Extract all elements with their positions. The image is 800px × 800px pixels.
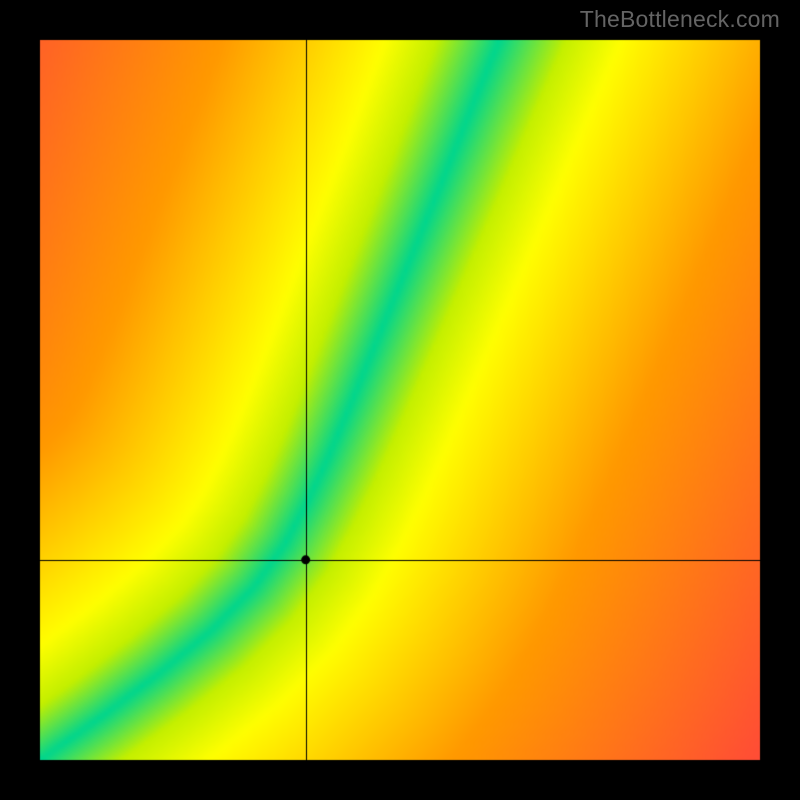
heatmap-canvas: [0, 0, 800, 800]
watermark-text: TheBottleneck.com: [580, 6, 780, 33]
chart-container: TheBottleneck.com: [0, 0, 800, 800]
